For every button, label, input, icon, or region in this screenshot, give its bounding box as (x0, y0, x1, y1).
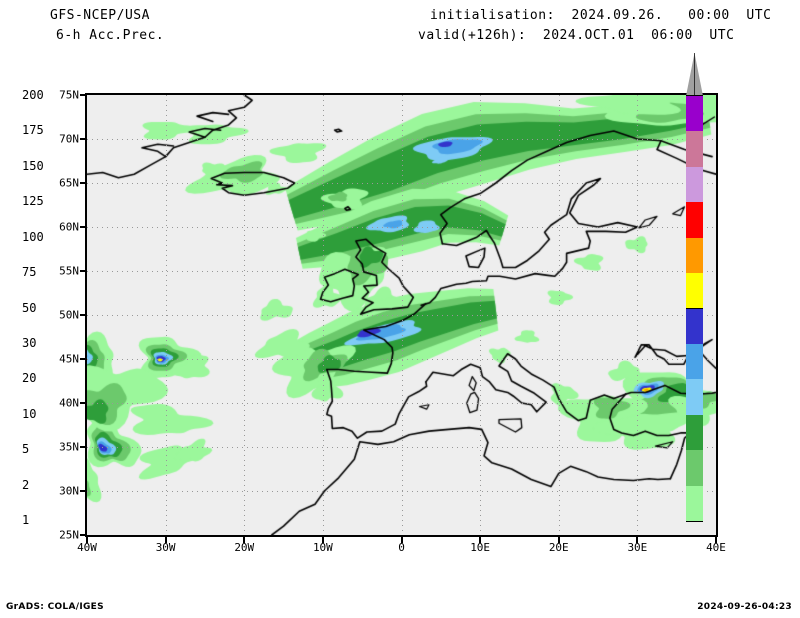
colorbar-segment (686, 236, 703, 274)
colorbar-segment (686, 201, 703, 238)
latitude-tick-mark (80, 226, 86, 228)
longitude-tick-mark (715, 537, 717, 543)
longitude-tick-label: 30W (155, 541, 176, 554)
colorbar-over-arrow (686, 53, 703, 96)
gridline-horizontal (87, 359, 716, 360)
colorbar-tick-label: 150 (22, 158, 44, 173)
longitude-tick-mark (86, 537, 88, 543)
colorbar-segment (686, 165, 703, 203)
latitude-tick-label: 65N (59, 176, 79, 190)
header-initialisation: initialisation: 2024.09.26. 00:00 UTC (430, 8, 772, 23)
longitude-tick-label: 40W (77, 541, 97, 554)
latitude-tick-mark (80, 270, 86, 272)
map-plot-area (85, 93, 718, 537)
latitude-tick-label: 30N (59, 484, 79, 498)
gridline-horizontal (87, 491, 716, 492)
colorbar-segment (686, 342, 703, 380)
longitude-tick-label: 10E (470, 541, 491, 554)
colorbar-segment (686, 272, 703, 309)
longitude-tick-mark (321, 537, 324, 543)
gridline-horizontal (87, 403, 716, 404)
longitude-tick-mark (400, 537, 403, 543)
colorbar-segment (686, 95, 703, 132)
latitude-tick-mark (80, 138, 86, 140)
colorbar-tick-label: 1 (22, 513, 30, 527)
header-model: GFS-NCEP/USA (50, 8, 150, 23)
colorbar-tick-label: 200 (22, 88, 44, 102)
longitude-tick-label: 20E (548, 541, 569, 554)
colorbar-tick-label: 2 (22, 477, 30, 492)
gridline-horizontal (87, 315, 716, 316)
colorbar-tick-label: 5 (22, 442, 30, 457)
latitude-tick-label: 75N (59, 88, 79, 102)
gridline-horizontal (87, 183, 716, 184)
colorbar-tick-label: 125 (22, 194, 44, 209)
latitude-tick-label: 45N (59, 352, 79, 366)
colorbar-tick-label: 20 (22, 371, 37, 386)
footer-credit: GrADS: COLA/IGES (6, 602, 104, 612)
colorbar-segment (686, 307, 703, 344)
footer-timestamp: 2024-09-26-04:23 (697, 602, 792, 612)
latitude-tick-mark (80, 402, 86, 404)
precipitation-colorbar (686, 53, 703, 522)
header-field: 6-h Acc.Prec. (56, 28, 165, 43)
colorbar-tick-label: 75 (22, 265, 37, 280)
latitude-tick-label: 60N (59, 220, 79, 234)
longitude-tick-mark (243, 537, 246, 543)
latitude-tick-label: 55N (59, 264, 79, 278)
colorbar-tick-label: 50 (22, 300, 37, 315)
colorbar-tick-label: 30 (22, 335, 37, 350)
longitude-tick-mark (479, 537, 482, 543)
latitude-tick-mark (80, 534, 86, 536)
colorbar-tick-label: 175 (22, 123, 44, 138)
latitude-tick-mark (80, 182, 86, 184)
colorbar-segment (686, 130, 703, 167)
latitude-tick-mark (80, 490, 86, 492)
gridline-horizontal (87, 271, 716, 272)
latitude-tick-label: 50N (59, 308, 79, 322)
longitude-tick-mark (636, 537, 639, 543)
longitude-tick-label: 30E (627, 541, 648, 554)
colorbar-tick-label: 10 (22, 406, 37, 421)
gridline-horizontal (87, 227, 716, 228)
longitude-tick-label: 20W (234, 541, 255, 554)
colorbar-segment (686, 413, 703, 451)
latitude-tick-mark (80, 446, 86, 448)
latitude-tick-mark (80, 358, 86, 360)
header-valid-time: valid(+126h): 2024.OCT.01 06:00 UTC (418, 28, 735, 43)
latitude-tick-mark (80, 314, 86, 316)
latitude-tick-label: 25N (59, 528, 79, 542)
longitude-tick-label: 40E (706, 541, 726, 554)
colorbar-segment (686, 484, 703, 522)
longitude-tick-label: 0 (398, 541, 405, 554)
longitude-tick-label: 10W (312, 541, 333, 554)
gridline-horizontal (87, 447, 716, 448)
latitude-tick-label: 35N (59, 440, 79, 454)
latitude-tick-mark (80, 94, 86, 96)
longitude-tick-mark (164, 537, 167, 543)
latitude-tick-label: 70N (59, 132, 79, 146)
gridline-horizontal (87, 139, 716, 140)
latitude-tick-label: 40N (59, 396, 79, 410)
colorbar-segment (686, 449, 703, 486)
colorbar-tick-label: 100 (22, 229, 44, 244)
longitude-tick-mark (557, 537, 560, 543)
colorbar-segment (686, 378, 703, 415)
